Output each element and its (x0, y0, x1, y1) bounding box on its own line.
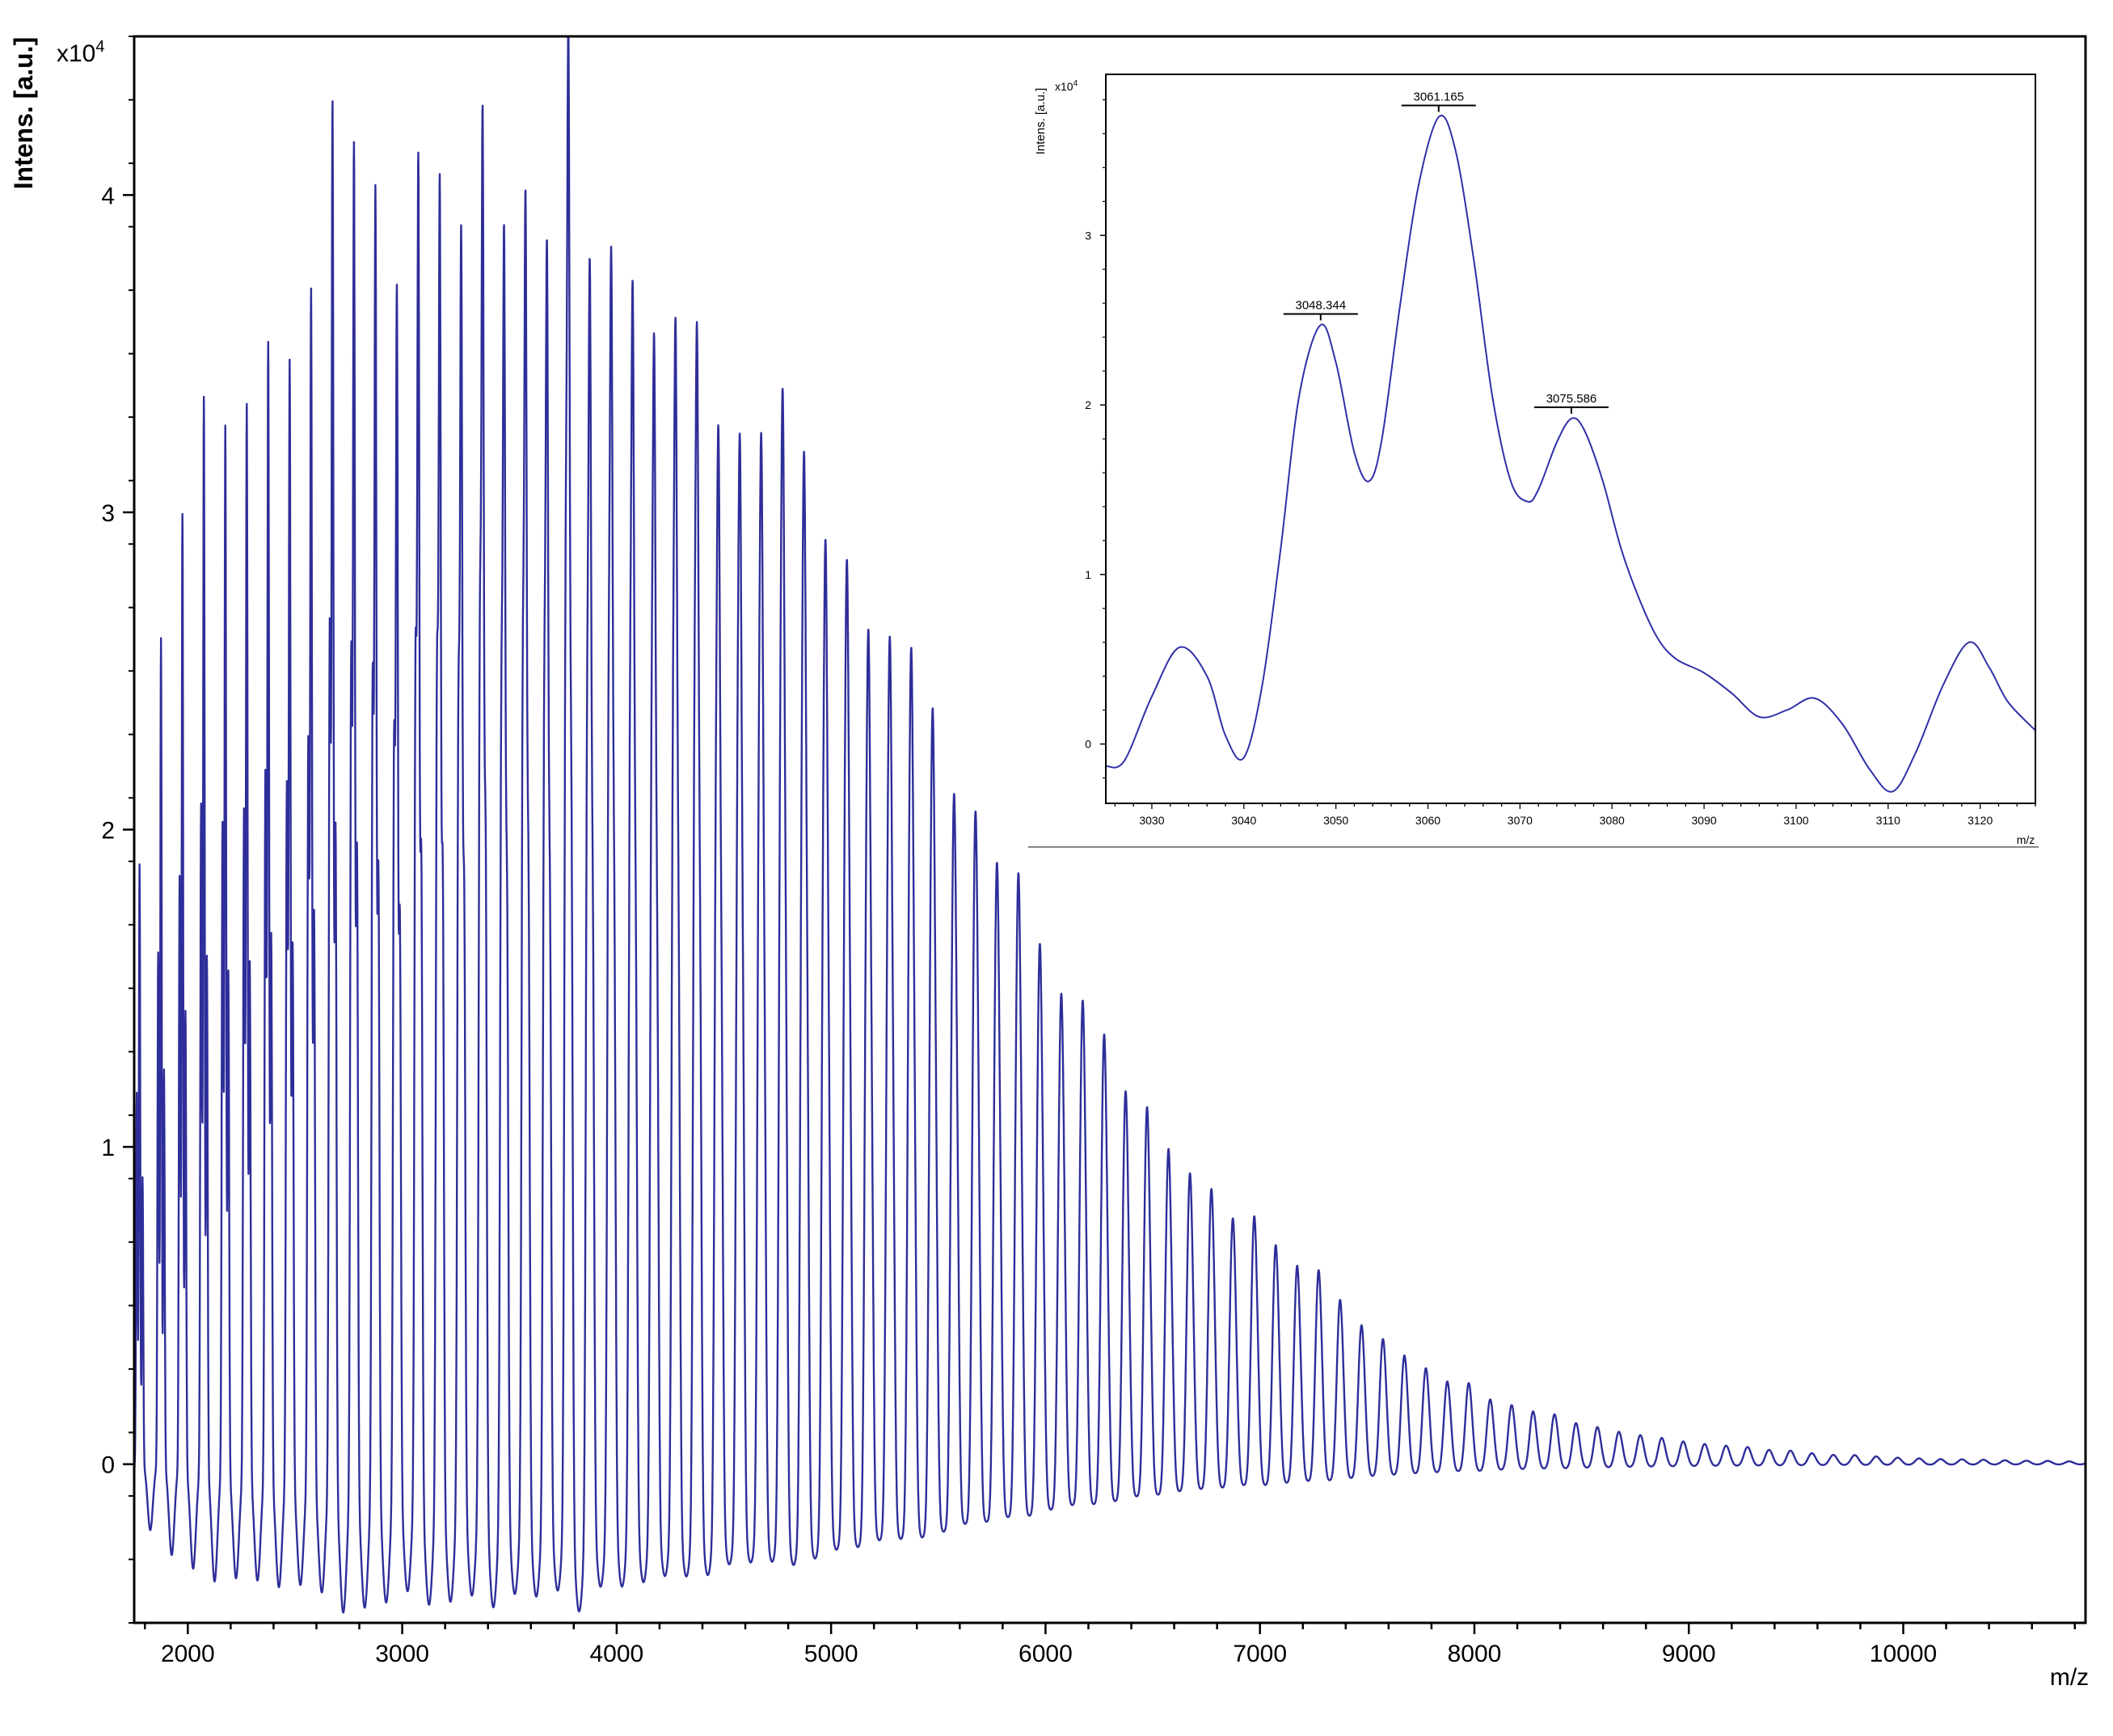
main-x-ticks: 2000 3000 4000 5000 6000 7000 8000 9000 10000 (144, 1623, 2076, 1667)
inset-peak-annotations: 3048.344 3061.165 3075.586 (1283, 90, 1609, 414)
main-x-tick-label: 7000 (1233, 1641, 1287, 1667)
inset-x-ticks: 3030 3040 3050 3060 3070 3080 3090 3100 3110 3120 (1114, 803, 2036, 827)
inset-y-tick-label: 2 (1085, 398, 1091, 411)
main-y-multiplier-base: x10 (57, 40, 95, 67)
main-x-tick-label: 3000 (375, 1641, 429, 1667)
inset-plot-frame (1105, 74, 2036, 804)
inset-x-axis-label: m/z (2017, 833, 2035, 846)
inset-x-tick-label: 3070 (1508, 814, 1533, 827)
inset-y-multiplier-base: x10 (1055, 80, 1073, 93)
main-x-tick-label: 10000 (1870, 1641, 1937, 1667)
main-y-multiplier: x104 (57, 38, 105, 67)
inset-spectrum-line (1106, 114, 2035, 793)
inset-x-tick-label: 3030 (1139, 814, 1164, 827)
main-y-axis-label: Intens. [a.u.] (9, 37, 38, 189)
inset-plot: Intens. [a.u.] x104 0 1 2 3 3030 3040 3050 306… (1025, 71, 2043, 849)
main-x-tick-label: 2000 (161, 1641, 215, 1667)
main-y-tick-label: 4 (101, 183, 115, 209)
inset-peak-label: 3048.344 (1296, 298, 1347, 312)
inset-x-tick-label: 3090 (1692, 814, 1717, 827)
main-spectrum-line (134, 36, 2086, 1614)
inset-y-tick-label: 0 (1085, 738, 1091, 751)
main-y-tick-label: 1 (101, 1135, 115, 1161)
inset-x-tick-label: 3120 (1967, 814, 1993, 827)
main-y-tick-label: 3 (101, 500, 115, 527)
main-x-tick-label: 9000 (1662, 1641, 1716, 1667)
main-y-multiplier-exp: 4 (95, 38, 104, 56)
main-x-tick-label: 5000 (804, 1641, 858, 1667)
inset-y-multiplier-exp: 4 (1073, 79, 1078, 88)
main-y-tick-label: 0 (101, 1452, 115, 1479)
main-plot-frame (133, 35, 2087, 1624)
main-x-tick-label: 6000 (1019, 1641, 1073, 1667)
inset-y-multiplier: x104 (1055, 79, 1078, 93)
inset-y-tick-label: 3 (1085, 229, 1091, 242)
inset-peak-label: 3075.586 (1546, 392, 1597, 406)
inset-x-tick-label: 3050 (1323, 814, 1348, 827)
main-x-axis-label: m/z (2050, 1664, 2089, 1691)
main-x-tick-label: 4000 (589, 1641, 643, 1667)
inset-background (1025, 71, 2043, 849)
main-y-tick-label: 2 (101, 818, 115, 845)
inset-x-tick-label: 3040 (1231, 814, 1256, 827)
main-x-tick-label: 8000 (1448, 1641, 1502, 1667)
inset-y-axis-label: Intens. [a.u.] (1034, 88, 1048, 155)
inset-x-tick-label: 3060 (1415, 814, 1440, 827)
inset-x-tick-label: 3080 (1600, 814, 1625, 827)
inset-peak-label: 3061.165 (1413, 90, 1464, 103)
inset-x-tick-label: 3100 (1783, 814, 1808, 827)
main-y-ticks: 0 1 2 3 4 (101, 36, 134, 1624)
inset-y-tick-label: 1 (1085, 568, 1091, 581)
inset-x-tick-label: 3110 (1876, 814, 1900, 827)
